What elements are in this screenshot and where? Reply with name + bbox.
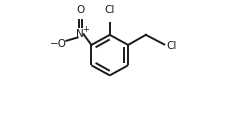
Text: Cl: Cl bbox=[104, 5, 114, 14]
Text: N: N bbox=[76, 29, 84, 39]
Text: Cl: Cl bbox=[166, 41, 176, 51]
Text: O: O bbox=[76, 5, 85, 15]
Text: +: + bbox=[82, 25, 88, 34]
Text: −O: −O bbox=[50, 39, 67, 49]
